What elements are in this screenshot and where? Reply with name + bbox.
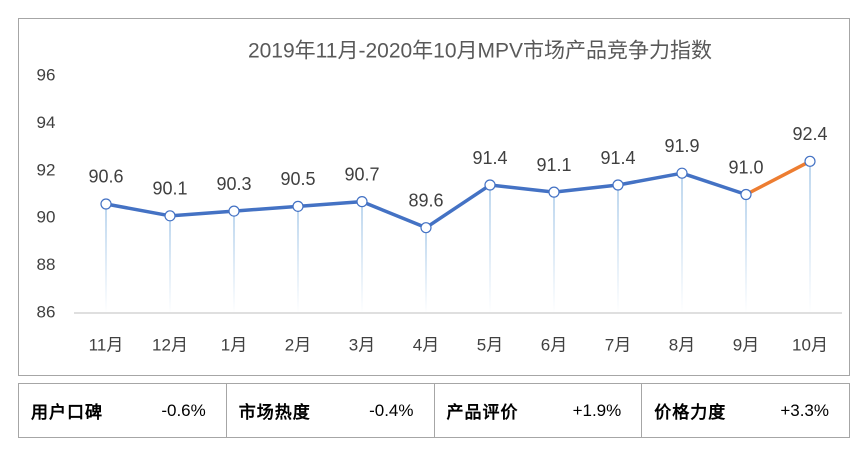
x-tick-label: 4月 — [413, 335, 439, 354]
data-label: 91.4 — [600, 148, 635, 168]
y-tick-label: 96 — [37, 65, 56, 84]
drop-line — [745, 194, 747, 313]
line-segment — [360, 199, 428, 230]
line-segment — [104, 202, 172, 218]
x-tick-label: 2月 — [285, 335, 311, 354]
drop-line — [809, 161, 811, 313]
line-segment — [680, 171, 748, 197]
line-segment — [488, 183, 556, 194]
point — [804, 155, 816, 167]
point — [420, 222, 432, 234]
point — [740, 188, 752, 201]
point — [676, 167, 688, 179]
drop-line — [169, 215, 171, 313]
x-tick-label: 1月 — [221, 335, 247, 354]
point — [228, 205, 240, 217]
x-tick-label: 12月 — [152, 335, 188, 354]
line-segment — [424, 183, 492, 230]
drop-line — [553, 192, 555, 313]
point — [164, 210, 176, 222]
y-tick-label: 86 — [37, 302, 56, 321]
x-tick-label: 5月 — [477, 335, 503, 354]
point — [484, 179, 496, 191]
data-label: 90.5 — [280, 169, 315, 189]
drop-line — [681, 173, 683, 313]
x-tick-label: 9月 — [733, 335, 759, 354]
summary-value: -0.6% — [161, 400, 206, 420]
y-tick-label: 94 — [37, 113, 56, 132]
data-label: 90.6 — [88, 167, 123, 187]
point — [548, 186, 560, 198]
line-segment — [168, 209, 236, 218]
point — [612, 179, 624, 191]
data-label: 89.6 — [408, 190, 443, 210]
y-tick-label: 92 — [37, 160, 56, 179]
data-label: 90.7 — [344, 164, 379, 184]
summary-label: 用户口碑 — [31, 403, 103, 422]
x-tick-label: 11月 — [89, 335, 124, 354]
data-label: 91.1 — [536, 155, 571, 175]
drop-line — [489, 185, 491, 313]
data-label: 90.1 — [152, 179, 187, 199]
y-tick-label: 90 — [37, 208, 56, 227]
chart-title: 2019年11月-2020年10月MPV市场产品竞争力指数 — [248, 40, 712, 63]
x-tick-label: 8月 — [669, 335, 695, 354]
data-label: 91.4 — [472, 148, 507, 168]
line-segment — [616, 171, 684, 187]
drop-line — [425, 227, 427, 313]
data-label: 91.9 — [664, 136, 699, 156]
line-segment — [744, 159, 812, 197]
summary-cell: 价格力度 +3.3% — [642, 384, 849, 437]
summary-label: 价格力度 — [654, 403, 727, 422]
x-tick-label: 7月 — [605, 335, 631, 354]
summary-label: 产品评价 — [446, 403, 519, 422]
summary-cell: 用户口碑 -0.6% — [19, 384, 227, 437]
summary-value: +1.9% — [572, 400, 622, 420]
y-tick-label: 88 — [37, 255, 56, 274]
drop-line — [297, 206, 299, 313]
data-label: 91.0 — [728, 157, 763, 177]
chart: 2019年11月-2020年10月MPV市场产品竞争力指数 86 88 90 92 94… — [18, 18, 850, 376]
x-tick-label: 10月 — [792, 335, 828, 354]
drop-line — [361, 201, 363, 313]
line-segment — [552, 183, 620, 194]
x-tick-label: 6月 — [541, 335, 567, 354]
point — [356, 196, 368, 208]
drop-line — [617, 185, 619, 313]
summary-value: -0.4% — [369, 400, 414, 420]
drop-line — [233, 211, 235, 313]
summary-label: 市场热度 — [238, 403, 311, 422]
line-segment — [232, 204, 300, 213]
summary-cell: 市场热度 -0.4% — [227, 384, 435, 437]
line-segment — [296, 199, 364, 209]
data-label: 90.3 — [216, 174, 251, 194]
drop-line — [105, 203, 107, 313]
summary-cell: 产品评价 +1.9% — [435, 384, 643, 437]
chart-frame — [18, 18, 850, 376]
summary-table: 用户口碑 -0.6% 市场热度 -0.4% 产品评价 +1.9% 价格力度 +3.3% — [18, 383, 850, 438]
summary-value: +3.3% — [780, 400, 829, 420]
data-label: 92.4 — [792, 124, 827, 144]
point — [100, 198, 112, 210]
point — [292, 200, 304, 212]
x-tick-label: 3月 — [349, 335, 375, 354]
